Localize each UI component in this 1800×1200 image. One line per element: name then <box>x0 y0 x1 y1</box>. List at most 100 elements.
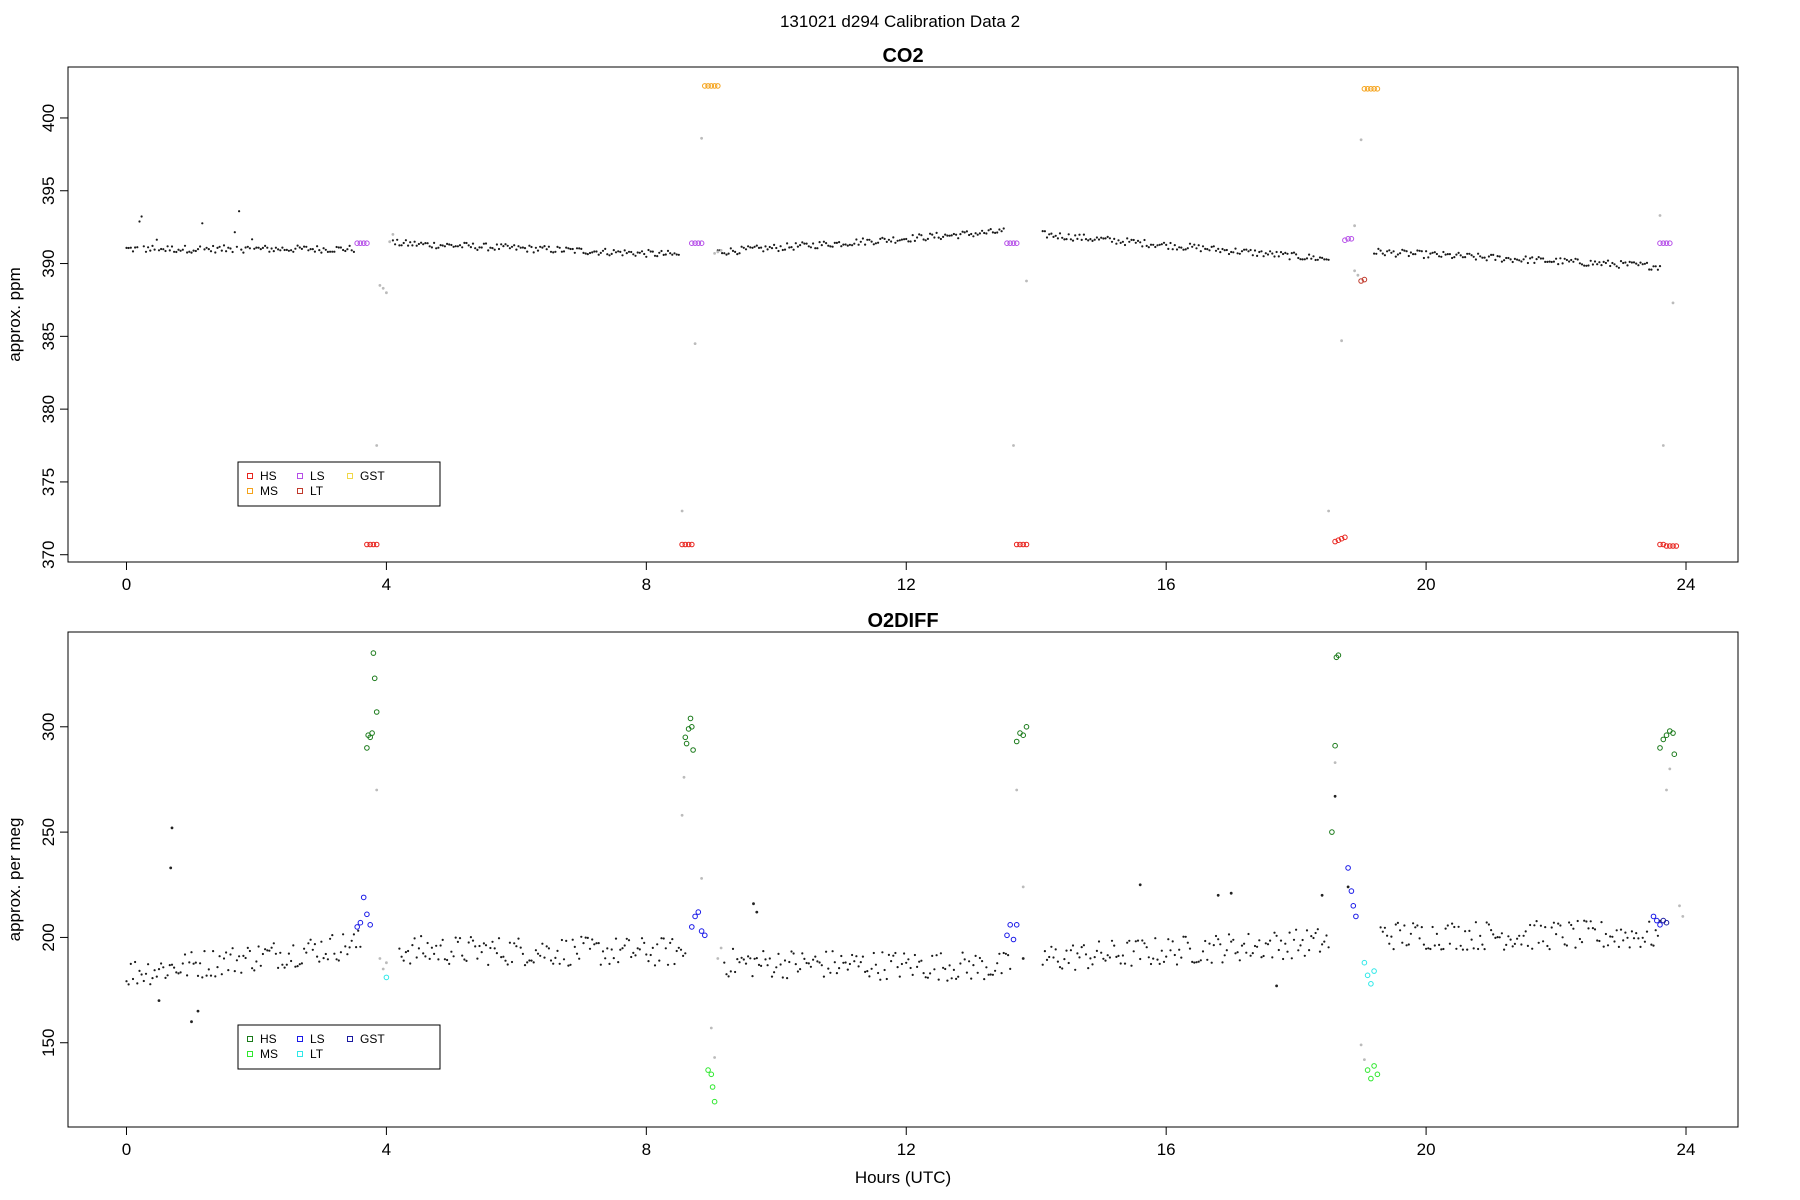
data-point <box>1492 253 1495 256</box>
data-point <box>1286 950 1289 953</box>
data-point <box>805 961 808 965</box>
data-point <box>303 245 306 248</box>
data-point <box>1388 249 1391 252</box>
data-point <box>1604 932 1607 936</box>
data-point <box>803 242 806 245</box>
data-point <box>1025 279 1028 283</box>
data-point <box>1518 934 1521 937</box>
data-point <box>253 969 256 972</box>
data-point <box>1492 933 1495 936</box>
data-point <box>1043 230 1046 233</box>
data-point <box>868 975 871 978</box>
data-point <box>411 244 414 247</box>
data-point <box>536 249 540 252</box>
data-point <box>1223 954 1226 957</box>
data-point <box>322 957 325 960</box>
data-point <box>1141 939 1144 942</box>
data-point <box>723 252 726 255</box>
data-point <box>270 247 273 250</box>
data-point <box>640 937 644 940</box>
data-point <box>1580 263 1584 266</box>
data-point <box>950 977 953 980</box>
data-point <box>1197 244 1200 247</box>
data-point <box>753 245 756 248</box>
data-point <box>794 242 797 245</box>
data-point <box>1481 943 1484 946</box>
chart-title: CO2 <box>882 45 923 67</box>
data-point <box>677 253 680 256</box>
data-point <box>651 250 654 253</box>
data-point <box>283 966 286 969</box>
data-point <box>673 252 676 255</box>
data-point <box>1593 928 1597 931</box>
data-point <box>1390 935 1393 938</box>
data-point <box>1316 258 1319 261</box>
data-point <box>638 948 641 951</box>
data-point <box>1219 251 1222 254</box>
data-point <box>702 932 708 939</box>
data-point <box>892 236 895 239</box>
data-point <box>1591 263 1594 266</box>
data-point <box>1193 961 1196 964</box>
data-point <box>534 949 538 952</box>
data-point <box>755 910 759 914</box>
data-point <box>944 233 947 236</box>
data-point <box>1134 940 1137 943</box>
data-point <box>1084 953 1088 956</box>
data-point <box>398 244 401 247</box>
data-point <box>621 947 624 950</box>
data-point <box>1548 260 1551 263</box>
data-point <box>1201 245 1205 248</box>
data-point <box>495 952 498 955</box>
data-point <box>1425 947 1428 950</box>
data-point <box>660 937 663 940</box>
data-point <box>264 948 267 951</box>
data-point <box>1600 264 1603 267</box>
data-point <box>1273 255 1276 258</box>
data-point <box>1557 922 1560 925</box>
data-point <box>593 943 596 946</box>
data-point <box>651 946 654 950</box>
data-point <box>682 775 686 779</box>
data-point <box>1249 954 1252 957</box>
legend-label: HS <box>260 1032 277 1046</box>
data-point <box>1348 236 1355 242</box>
data-point <box>283 248 286 252</box>
background-points <box>125 210 1662 271</box>
data-point <box>1531 256 1534 259</box>
data-point <box>1308 253 1311 256</box>
data-point <box>1093 956 1096 959</box>
data-point <box>673 962 676 966</box>
data-point <box>727 975 730 978</box>
data-point <box>1210 245 1213 248</box>
data-point <box>1624 931 1627 934</box>
data-point <box>402 959 405 962</box>
data-point <box>868 238 871 241</box>
data-point <box>168 964 171 967</box>
series-lt <box>1358 276 1368 284</box>
data-point <box>528 244 531 247</box>
data-point <box>506 963 509 966</box>
data-point <box>1461 948 1464 951</box>
data-point <box>1082 944 1085 947</box>
data-point <box>1624 261 1627 264</box>
data-point <box>864 970 867 974</box>
data-point <box>1063 958 1066 961</box>
data-point <box>788 246 791 249</box>
data-point <box>959 962 962 965</box>
data-point <box>942 966 945 969</box>
y-tick-label: 375 <box>39 468 58 496</box>
data-point <box>1327 258 1330 261</box>
data-point <box>188 961 191 964</box>
data-point <box>881 951 884 954</box>
data-point <box>173 966 176 969</box>
data-point <box>1173 953 1176 957</box>
data-point <box>266 949 269 952</box>
data-point <box>1065 949 1068 952</box>
data-point <box>911 234 914 237</box>
data-point <box>1350 903 1357 909</box>
data-point <box>1563 257 1566 260</box>
data-point <box>1221 247 1224 251</box>
data-point <box>1327 946 1330 949</box>
